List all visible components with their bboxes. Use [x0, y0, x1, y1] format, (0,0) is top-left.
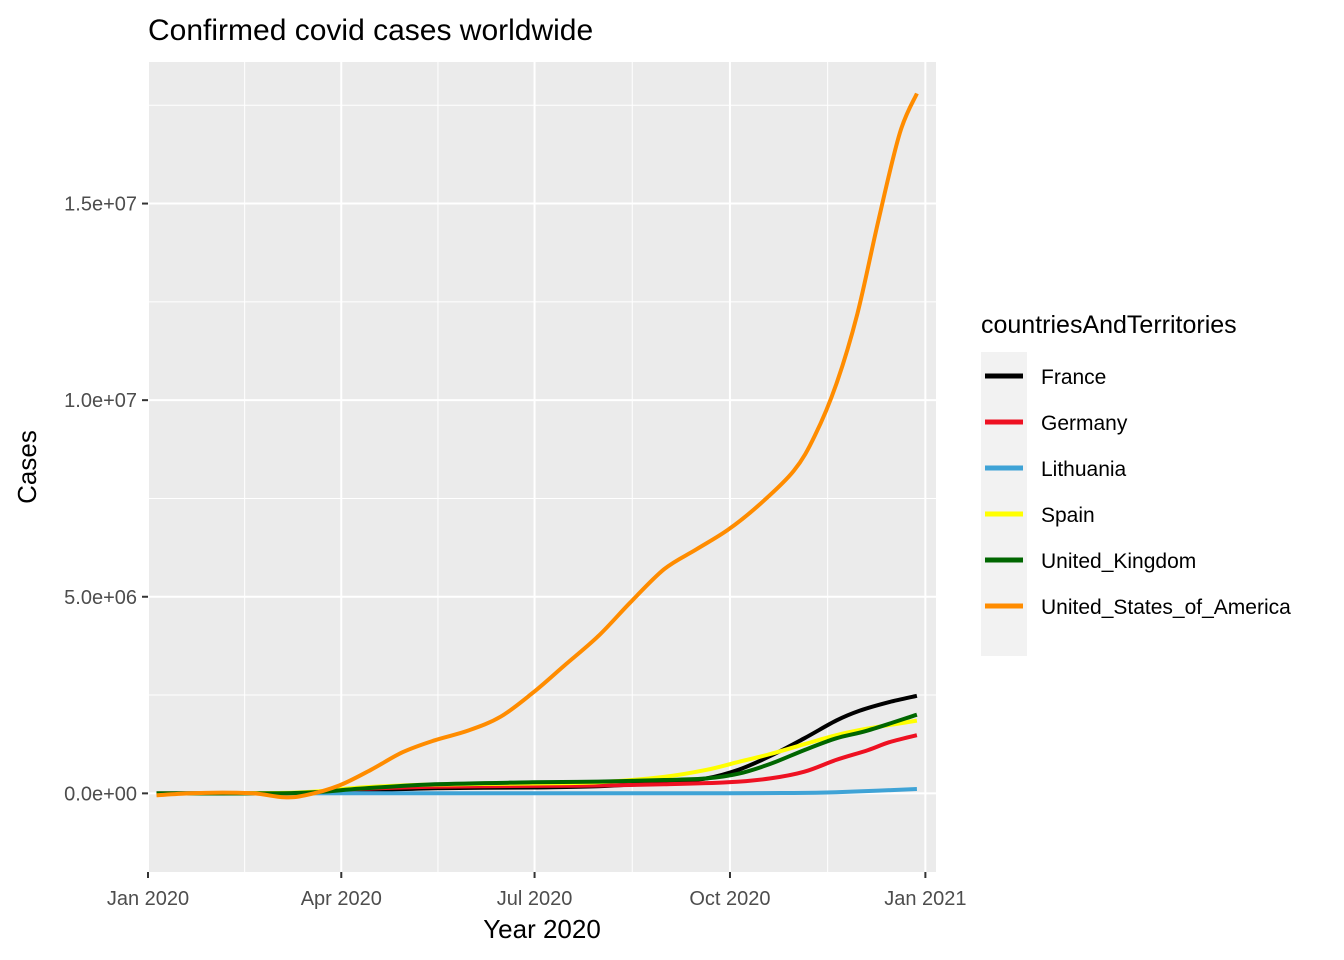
legend-label: Spain: [1041, 504, 1095, 527]
series-line-united-kingdom: [156, 712, 918, 796]
legend-label: Germany: [1041, 412, 1128, 435]
y-tick-label: 0.0e+00: [64, 783, 137, 805]
legend-label: United_States_of_America: [1041, 596, 1291, 619]
x-tick-label: Apr 2020: [301, 888, 382, 910]
x-tick-label: Jan 2021: [884, 888, 966, 910]
series-lines: [156, 92, 919, 800]
x-tick-label: Jul 2020: [497, 888, 573, 910]
legend: France Germany Lithuania Spain United_Kingdo…: [985, 366, 1291, 619]
y-tick-label: 5.0e+06: [64, 587, 137, 609]
major-gridlines: [147, 62, 936, 872]
y-tick-label: 1.5e+07: [64, 194, 137, 216]
minor-gridlines: [148, 62, 936, 872]
x-tick-label: Oct 2020: [689, 888, 770, 910]
series-line-united-states-of-america: [156, 92, 919, 800]
y-axis: 0.0e+00 5.0e+06 1.0e+07 1.5e+07: [64, 194, 148, 805]
x-axis: Jan 2020 Apr 2020 Jul 2020 Oct 2020 Jan 2021: [107, 872, 967, 910]
chart-title: Confirmed covid cases worldwide: [148, 14, 593, 47]
legend-keys-background: [981, 352, 1027, 656]
x-axis-title: Year 2020: [483, 914, 601, 944]
y-tick-label: 1.0e+07: [64, 390, 137, 412]
legend-label: Lithuania: [1041, 458, 1127, 481]
legend-title: countriesAndTerritories: [981, 311, 1237, 339]
x-tick-label: Jan 2020: [107, 888, 189, 910]
series-line-lithuania: [156, 787, 917, 796]
legend-label: France: [1041, 366, 1106, 389]
y-axis-title: Cases: [12, 430, 42, 504]
plot-panel: [148, 62, 936, 872]
legend-label: United_Kingdom: [1041, 550, 1196, 573]
